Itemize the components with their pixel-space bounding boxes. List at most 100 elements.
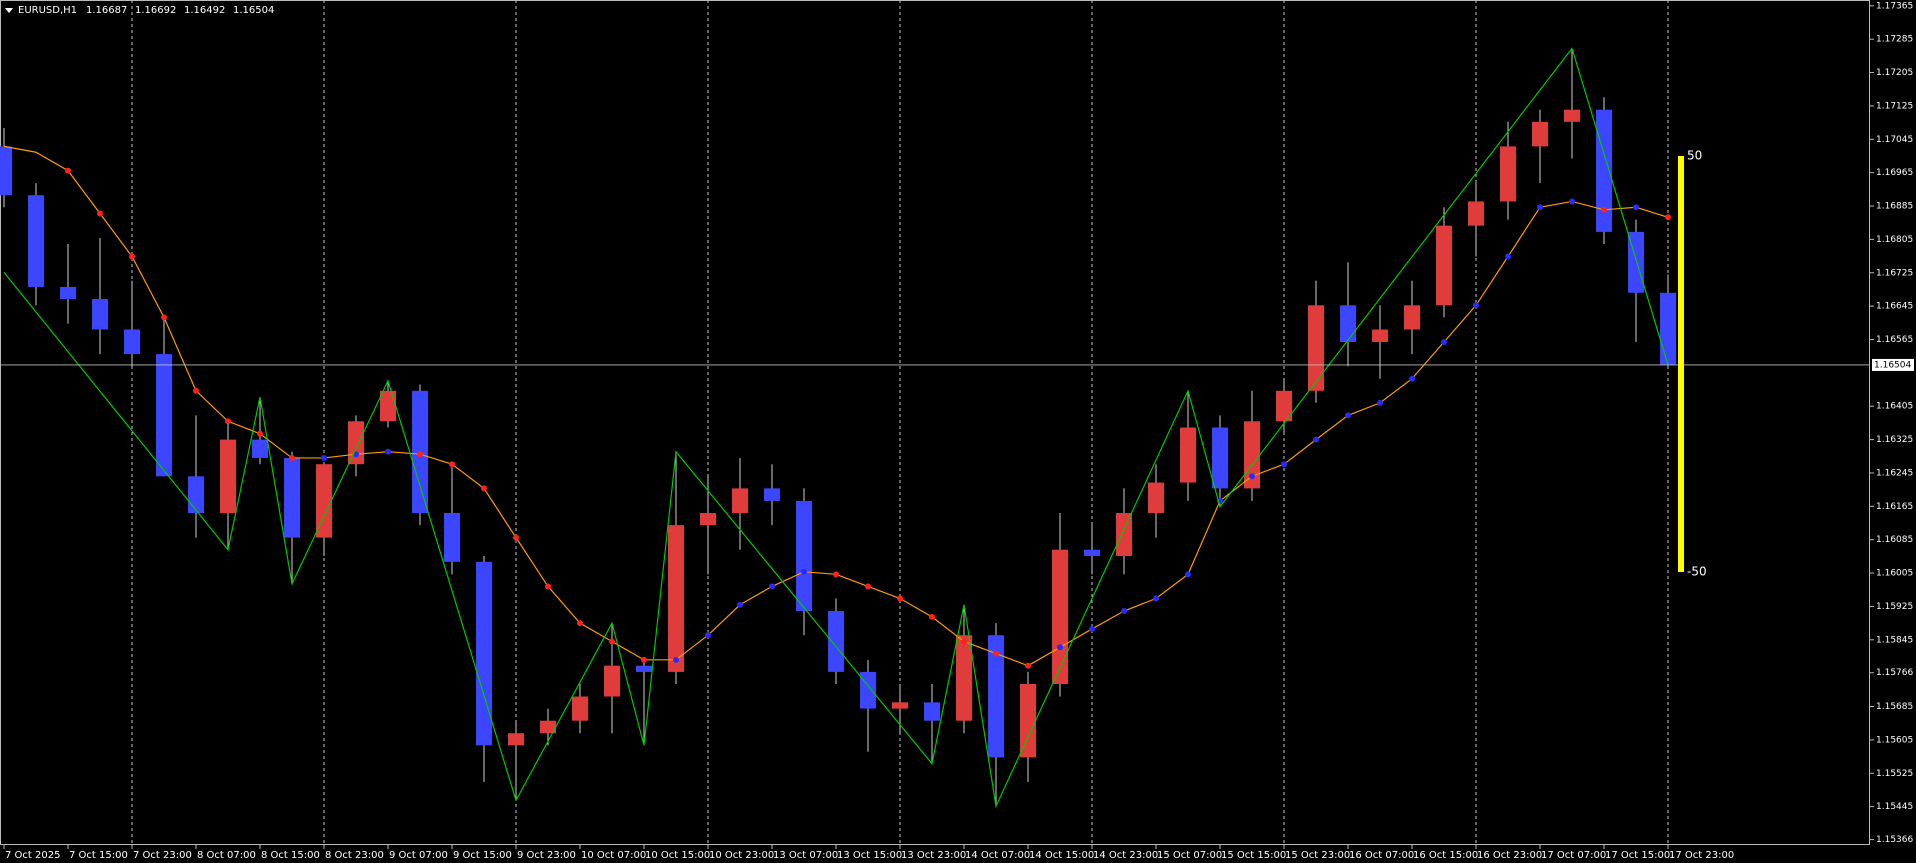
x-tick-label: 10 Oct 15:00 — [645, 850, 710, 861]
ma-marker — [1377, 399, 1383, 406]
ma-marker — [97, 210, 103, 217]
candle-body — [1212, 427, 1228, 489]
y-tick-label: 1.15685 — [1876, 702, 1913, 712]
x-tick-label: 17 Oct 15:00 — [1605, 850, 1670, 861]
x-tick-label: 7 Oct 23:00 — [133, 850, 192, 861]
candle-body — [1660, 292, 1676, 365]
candle-body — [860, 671, 876, 709]
y-tick-label: 1.16645 — [1876, 302, 1913, 312]
candle-body — [444, 513, 460, 562]
x-tick-label: 16 Oct 15:00 — [1413, 850, 1478, 861]
ma-marker — [513, 534, 519, 541]
candle-body — [188, 476, 204, 514]
plot-frame — [0, 0, 1870, 845]
x-tick-label: 9 Oct 07:00 — [389, 850, 448, 861]
moving-average — [3, 145, 1669, 667]
y-tick-label: 1.17365 — [1876, 1, 1913, 11]
x-tick-label: 8 Oct 15:00 — [261, 850, 320, 861]
y-tick-label: 1.15605 — [1876, 735, 1913, 745]
ma-marker — [1537, 204, 1543, 211]
ma-marker — [897, 595, 903, 602]
ma-marker — [769, 583, 775, 590]
candle-body — [700, 513, 716, 526]
y-tick-label: 1.17125 — [1876, 101, 1913, 111]
candle-body — [1020, 684, 1036, 758]
x-tick-label: 15 Oct 15:00 — [1221, 850, 1286, 861]
ma-marker — [161, 314, 167, 321]
symbol: EURUSD,H1 — [18, 5, 77, 16]
ma-marker — [1665, 214, 1671, 221]
x-tick-label: 7 Oct 2025 — [5, 850, 60, 861]
candle-body — [1244, 421, 1260, 489]
candle-body — [1532, 121, 1548, 147]
candle-body — [508, 733, 524, 746]
candle-body — [156, 354, 172, 477]
x-tick-label: 10 Oct 07:00 — [581, 850, 646, 861]
ma-marker — [673, 656, 679, 663]
y-tick-label: 1.16245 — [1876, 468, 1913, 478]
candle-body — [220, 439, 236, 514]
y-tick-label: 1.15845 — [1876, 635, 1913, 645]
candle-body — [1468, 201, 1484, 226]
candle-body — [1372, 329, 1388, 343]
header-value: 1.16504 — [233, 5, 274, 16]
ma-marker — [1249, 473, 1255, 480]
ma-marker — [321, 454, 327, 461]
y-tick-label: 1.17205 — [1876, 68, 1913, 78]
ma-marker — [1281, 461, 1287, 468]
ma-marker — [1185, 571, 1191, 578]
candle-body — [1180, 427, 1196, 483]
ma-marker — [801, 568, 807, 575]
ma-marker — [993, 650, 999, 657]
x-tick-label: 8 Oct 23:00 — [325, 850, 384, 861]
y-tick-label: 1.15366 — [1876, 835, 1913, 845]
ma-marker — [1409, 375, 1415, 382]
candle-body — [316, 464, 332, 538]
candle-body — [1308, 305, 1324, 391]
candle-body — [1340, 305, 1356, 343]
x-tick-label: 9 Oct 23:00 — [517, 850, 576, 861]
last-price-label: 1.16504 — [1874, 360, 1911, 370]
ma-marker — [545, 583, 551, 590]
ma-marker — [1505, 253, 1511, 260]
ma-marker — [257, 430, 263, 437]
candle-body — [540, 720, 556, 734]
candle-body — [1084, 549, 1100, 556]
candle-body — [892, 702, 908, 709]
ma-marker — [225, 418, 231, 425]
x-tick-label: 14 Oct 23:00 — [1093, 850, 1158, 861]
indicator-bar — [1678, 156, 1684, 572]
ma-marker — [1153, 595, 1159, 602]
candle-body — [1404, 305, 1420, 330]
ma-marker — [1633, 204, 1639, 211]
y-tick-label: 1.17045 — [1876, 135, 1913, 145]
header-value: 1.16492 — [184, 5, 225, 16]
y-tick-label: 1.16965 — [1876, 168, 1913, 178]
candle-body — [796, 500, 812, 612]
y-tick-label: 1.16325 — [1876, 435, 1913, 445]
ma-marker — [289, 454, 295, 461]
x-tick-label: 15 Oct 07:00 — [1157, 850, 1222, 861]
candle-body — [604, 665, 620, 697]
ma-marker — [449, 461, 455, 468]
x-tick-label: 17 Oct 07:00 — [1541, 850, 1606, 861]
x-tick-label: 17 Oct 23:00 — [1669, 850, 1734, 861]
x-tick-label: 14 Oct 15:00 — [1029, 850, 1094, 861]
candle-body — [828, 611, 844, 672]
ma-marker — [1601, 206, 1607, 213]
candle-body — [476, 561, 492, 746]
candle-body — [284, 457, 300, 538]
ma-marker — [865, 583, 871, 590]
candle-body — [1148, 482, 1164, 514]
candle-body — [1436, 225, 1452, 306]
y-tick-label: 1.15445 — [1876, 802, 1913, 812]
ma-marker — [1089, 625, 1095, 632]
ma-marker — [609, 638, 615, 645]
candle-body — [732, 488, 748, 514]
candle-body — [572, 696, 588, 721]
y-tick-label: 1.15766 — [1876, 668, 1913, 678]
x-tick-label: 8 Oct 07:00 — [197, 850, 256, 861]
menu-arrow[interactable] — [5, 8, 13, 13]
y-tick-label: 1.16005 — [1876, 569, 1913, 579]
